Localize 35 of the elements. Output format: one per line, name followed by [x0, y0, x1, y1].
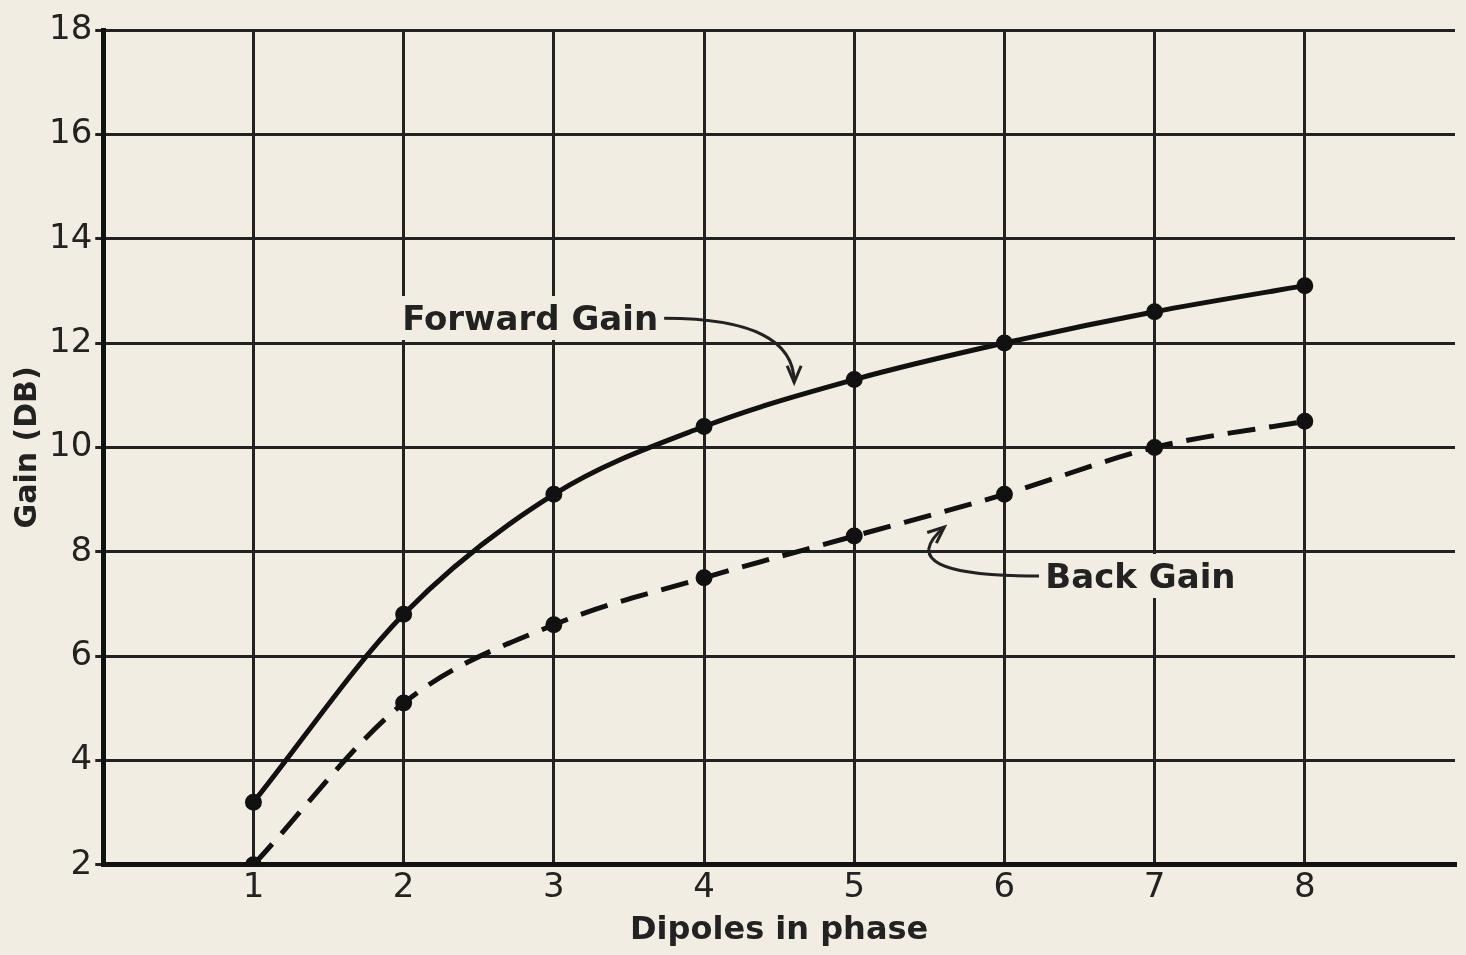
x-tick-label: 5: [843, 865, 866, 906]
x-tick-label: 4: [693, 865, 715, 906]
y-tick-label: 6: [70, 632, 93, 673]
point: [395, 694, 413, 712]
point: [545, 485, 563, 503]
x-tick-label: 1: [242, 865, 265, 906]
y-tick-label: 8: [70, 528, 93, 569]
point: [1296, 277, 1314, 295]
point: [1146, 438, 1164, 456]
point: [995, 334, 1013, 352]
point: [545, 616, 563, 634]
point: [695, 418, 713, 436]
text: Back Gain: [1039, 554, 1242, 599]
y-tick-label: 16: [49, 111, 93, 152]
point: [995, 485, 1013, 503]
point: [1296, 412, 1314, 430]
x-tick-label: 7: [1143, 865, 1166, 906]
point: [1146, 303, 1164, 321]
x-axis-title: Dipoles in phase: [630, 909, 929, 948]
x-tick-label: 8: [1293, 865, 1316, 906]
point: [695, 569, 713, 587]
point: [845, 371, 863, 389]
y-tick-label: 18: [49, 6, 93, 47]
text: Forward Gain: [396, 296, 665, 341]
x-tick-label: 6: [993, 865, 1016, 906]
y-tick-label: 14: [49, 215, 93, 256]
point: [395, 605, 413, 623]
y-tick-label: 4: [70, 737, 93, 778]
x-tick-label: 3: [543, 865, 565, 906]
y-axis-title: Gain (DB): [7, 366, 43, 529]
point: [244, 793, 262, 811]
y-tick-label: 10: [49, 424, 93, 465]
x-tick-label: 2: [392, 865, 415, 906]
point: [845, 527, 863, 545]
y-tick-label: 12: [49, 319, 93, 360]
